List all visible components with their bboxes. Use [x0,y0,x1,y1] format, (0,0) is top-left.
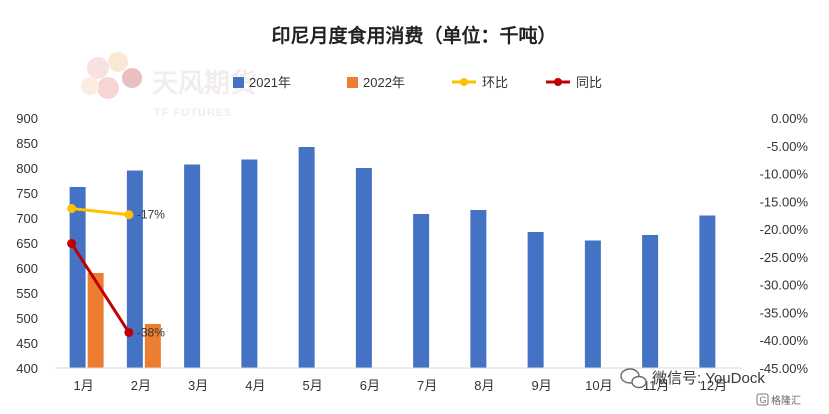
legend-marker-环比 [460,78,468,86]
x-tick-label: 10月 [585,378,612,393]
bar-2021年 [184,164,201,368]
bar-2021年 [584,240,601,368]
y-left-tick-label: 700 [16,211,38,226]
y-left-tick-label: 450 [16,336,38,351]
platform-badge: G 格隆汇 [756,393,801,407]
x-tick-label: 2月 [131,378,151,393]
bar-2022年 [144,324,161,368]
x-tick-label: 9月 [532,378,552,393]
bar-2022年 [87,273,104,368]
x-tick-label: 11月 [643,378,670,393]
y-left-tick-label: 900 [16,111,38,126]
y-right-tick-label: -15.00% [760,194,809,209]
y-axis-left: 900 850 800 750 700 650 600 550 500 450 400 [16,111,38,376]
y-right-tick-label: -35.00% [760,305,809,320]
bar-2021年 [527,232,544,368]
legend-label-同比: 同比 [576,75,602,90]
y-right-tick-label: -30.00% [760,278,809,293]
x-tick-label: 6月 [360,378,380,393]
legend-label-2021年: 2021年 [249,75,291,90]
bar-2021年 [413,214,430,368]
y-axis-right: 0.00% -5.00% -10.00% -15.00% -20.00% -25.00% -… [760,111,809,376]
legend-swatch-2022年 [347,77,358,88]
bars [69,147,716,368]
y-left-tick-label: 600 [16,261,38,276]
x-tick-label: 4月 [245,378,265,393]
x-tick-label: 3月 [188,378,208,393]
bar-2021年 [241,159,258,368]
data-label-环比: -17% [137,208,165,222]
line-环比 [71,207,130,217]
point-环比 [67,204,77,214]
wechat-icon [620,368,647,389]
bar-2021年 [642,235,659,368]
y-right-tick-label: -45.00% [760,361,809,376]
flower-logo-icon [81,52,142,99]
y-right-tick-label: -10.00% [760,167,809,182]
x-tick-label: 1月 [74,378,94,393]
y-left-tick-label: 800 [16,161,38,176]
x-tick-label: 8月 [474,378,494,393]
y-right-tick-label: -25.00% [760,250,809,265]
line-同比 [70,242,131,334]
bar-2021年 [298,147,315,368]
y-left-tick-label: 400 [16,361,38,376]
badge-text: 格隆汇 [771,394,801,407]
wechat-watermark: 微信号: YouDock [620,368,765,389]
y-left-tick-label: 750 [16,186,38,201]
bar-2021年 [355,168,372,368]
x-axis: 1月 2月 3月 4月 5月 6月 7月 8月 9月 10月 11月 12月 [55,367,742,393]
y-right-tick-label: -40.00% [760,333,809,348]
chart-title: 印尼月度食用消费（单位：千吨） [271,24,556,47]
bar-2021年 [699,215,716,368]
point-同比 [67,239,77,249]
point-同比 [124,327,134,337]
legend-marker-同比 [554,78,562,86]
legend-label-2022年: 2022年 [363,75,405,90]
legend-swatch-2021年 [233,77,244,88]
y-right-tick-label: 0.00% [771,111,808,126]
y-right-tick-label: -5.00% [767,139,809,154]
x-tick-label: 12月 [700,378,727,393]
y-left-tick-label: 500 [16,311,38,326]
bar-2021年 [126,170,143,368]
y-left-tick-label: 850 [16,136,38,151]
legend-label-环比: 环比 [482,75,508,90]
lines: -17% -38% [67,204,165,339]
data-label-同比: -38% [137,325,165,339]
point-环比 [124,210,134,220]
x-tick-label: 7月 [417,378,437,393]
y-right-tick-label: -20.00% [760,222,809,237]
y-left-tick-label: 550 [16,286,38,301]
legend: 2021年 2022年 环比 同比 [233,75,602,90]
bar-2021年 [470,210,487,368]
wechat-id-text: 微信号: YouDock [652,370,765,387]
badge-g-icon: G [760,395,767,405]
watermark-logo-subtext: TF FUTURES [154,107,232,119]
x-tick-label: 5月 [303,378,323,393]
y-left-tick-label: 650 [16,236,38,251]
bar-2021年 [69,187,86,368]
watermark-logo: 天风期货 TF FUTURES [81,52,256,119]
